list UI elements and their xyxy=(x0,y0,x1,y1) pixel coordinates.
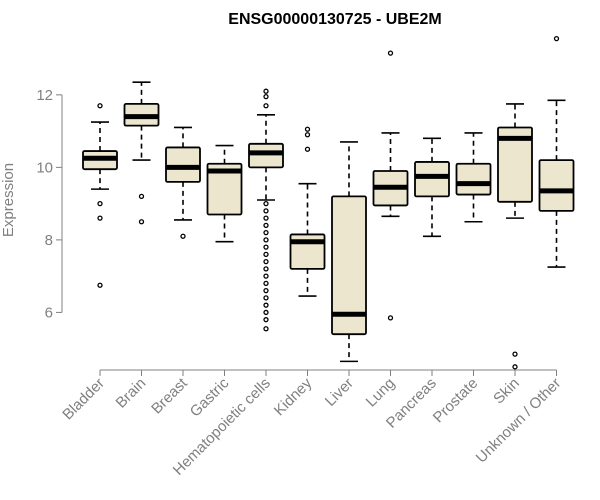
outlier-point xyxy=(304,132,311,138)
y-tick-label: 12 xyxy=(36,87,53,104)
outlier-point xyxy=(263,237,269,243)
outlier-point xyxy=(263,229,269,236)
outlier-point xyxy=(263,222,269,229)
iqr-box xyxy=(248,142,284,169)
outlier-point xyxy=(512,351,518,357)
box-hematopoietic-cells xyxy=(248,88,284,332)
outlier-point xyxy=(553,35,560,42)
outlier-point xyxy=(387,315,394,321)
outlier-point xyxy=(138,193,145,200)
iqr-box xyxy=(414,161,450,198)
outlier-point xyxy=(97,200,103,207)
outlier-point xyxy=(263,309,269,316)
outlier-point xyxy=(263,295,269,301)
y-axis-label: Expression xyxy=(0,163,17,237)
outlier-point xyxy=(97,103,103,109)
iqr-box xyxy=(538,159,575,212)
outlier-point xyxy=(263,244,269,250)
iqr-box xyxy=(206,162,243,216)
box-unknown-other xyxy=(538,35,575,268)
outlier-point xyxy=(263,88,269,94)
box-brain xyxy=(123,81,160,225)
outlier-point xyxy=(263,200,269,207)
outlier-point xyxy=(512,364,518,370)
outlier-point xyxy=(263,103,269,109)
box-breast xyxy=(165,126,201,239)
box-pancreas xyxy=(414,137,450,238)
y-tick-label: 10 xyxy=(36,159,53,176)
outlier-point xyxy=(97,282,103,288)
outlier-point xyxy=(387,50,394,56)
outlier-point xyxy=(180,233,186,239)
outlier-point xyxy=(263,302,269,308)
outlier-point xyxy=(263,258,269,265)
iqr-box xyxy=(455,162,492,196)
x-category-label: Lung xyxy=(363,375,399,411)
outlier-point xyxy=(263,208,269,214)
outlier-point xyxy=(304,146,311,152)
box-bladder xyxy=(82,103,118,288)
boxes xyxy=(82,35,575,370)
outlier-point xyxy=(263,280,269,287)
outlier-point xyxy=(263,273,269,279)
x-category-label: Prostate xyxy=(430,375,482,427)
box-prostate xyxy=(455,132,492,223)
y-tick-label: 8 xyxy=(45,232,53,249)
x-category-label: Bladder xyxy=(59,375,108,424)
x-category-label: Breast xyxy=(148,374,191,417)
x-category-label: Brain xyxy=(113,375,150,412)
box-lung xyxy=(372,50,409,321)
outlier-point xyxy=(263,317,269,323)
x-category-label: Liver xyxy=(322,375,357,410)
outlier-point xyxy=(138,219,145,225)
iqr-box xyxy=(331,195,367,336)
iqr-box xyxy=(497,126,533,203)
outlier-point xyxy=(263,266,269,272)
outlier-point xyxy=(263,288,269,294)
outlier-point xyxy=(304,126,311,132)
iqr-box xyxy=(165,146,201,183)
x-category-label: Kidney xyxy=(271,374,316,419)
chart-title: ENSG00000130725 - UBE2M xyxy=(228,11,441,28)
box-kidney xyxy=(289,126,326,297)
box-liver xyxy=(331,141,367,363)
outlier-point xyxy=(263,326,269,332)
box-skin xyxy=(497,103,533,370)
outlier-point xyxy=(263,251,269,258)
box-gastric xyxy=(206,144,243,243)
y-tick-label: 6 xyxy=(45,304,53,321)
x-category-label: Skin xyxy=(490,375,523,408)
outlier-point xyxy=(263,215,269,221)
outlier-point xyxy=(97,215,103,221)
outlier-point xyxy=(263,93,269,100)
